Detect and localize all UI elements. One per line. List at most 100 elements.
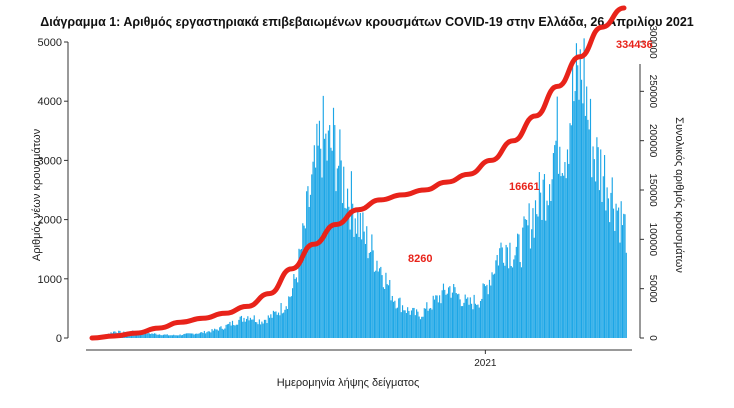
annotation-label: 8260 xyxy=(408,253,432,265)
daily-cases-bar xyxy=(571,125,572,338)
daily-cases-bar xyxy=(523,216,524,338)
daily-cases-bar xyxy=(410,315,411,338)
daily-cases-bar xyxy=(609,222,610,338)
daily-cases-bar xyxy=(475,304,476,338)
daily-cases-bar xyxy=(359,237,360,338)
daily-cases-bar xyxy=(567,149,568,338)
daily-cases-bar xyxy=(229,322,230,338)
daily-cases-bar xyxy=(607,187,608,338)
daily-cases-bar xyxy=(199,333,200,338)
daily-cases-bar xyxy=(150,334,151,338)
daily-cases-bar xyxy=(591,177,592,338)
daily-cases-bar xyxy=(367,258,368,338)
daily-cases-bar xyxy=(194,335,195,338)
daily-cases-bar xyxy=(254,315,255,338)
daily-cases-bar xyxy=(361,239,362,338)
daily-cases-bar xyxy=(305,228,306,338)
daily-cases-bar xyxy=(548,205,549,338)
daily-cases-bar xyxy=(266,323,267,338)
daily-cases-bar xyxy=(177,335,178,338)
daily-cases-bar xyxy=(226,325,227,338)
daily-cases-bar xyxy=(284,310,285,338)
daily-cases-bar xyxy=(231,326,232,338)
daily-cases-bar xyxy=(545,221,546,338)
daily-cases-bar xyxy=(224,329,225,338)
daily-cases-bar xyxy=(439,295,440,338)
daily-cases-bar xyxy=(343,167,344,338)
daily-cases-bar xyxy=(622,225,623,338)
daily-cases-bar xyxy=(192,334,193,338)
daily-cases-bar xyxy=(240,317,241,338)
daily-cases-bar xyxy=(617,211,618,338)
daily-cases-bar xyxy=(512,267,513,338)
daily-cases-bar xyxy=(412,308,413,338)
daily-cases-bar xyxy=(373,250,374,338)
right-tick-label: 250000 xyxy=(647,75,658,109)
daily-cases-bar xyxy=(577,65,578,338)
daily-cases-bar xyxy=(211,329,212,338)
daily-cases-bar xyxy=(424,308,425,338)
daily-cases-bar xyxy=(502,247,503,338)
daily-cases-bar xyxy=(614,231,615,338)
daily-cases-bar xyxy=(180,334,181,338)
daily-cases-bar xyxy=(566,178,567,338)
daily-cases-bar xyxy=(402,305,403,338)
daily-cases-bar xyxy=(249,320,250,338)
daily-cases-bar xyxy=(302,223,303,338)
daily-cases-bar xyxy=(394,301,395,338)
daily-cases-bar xyxy=(495,260,496,338)
daily-cases-bar xyxy=(466,299,467,338)
daily-cases-bar xyxy=(447,294,448,338)
daily-cases-bar xyxy=(460,299,461,338)
daily-cases-bar xyxy=(539,172,540,338)
daily-cases-bar xyxy=(471,304,472,338)
daily-cases-bar xyxy=(624,214,625,338)
daily-cases-bar xyxy=(243,318,244,338)
daily-cases-bar xyxy=(196,334,197,338)
daily-cases-bar xyxy=(327,161,328,338)
daily-cases-bar xyxy=(451,298,452,338)
daily-cases-bar xyxy=(237,325,238,338)
daily-cases-bar xyxy=(190,333,191,338)
daily-cases-bar xyxy=(518,234,519,338)
daily-cases-bar xyxy=(314,145,315,338)
daily-cases-bar xyxy=(387,284,388,338)
right-tick-label: 0 xyxy=(647,335,658,341)
daily-cases-bar xyxy=(346,209,347,338)
daily-cases-bar xyxy=(529,203,530,338)
daily-cases-bar xyxy=(246,319,247,338)
daily-cases-bar xyxy=(374,272,375,338)
daily-cases-bar xyxy=(365,244,366,338)
daily-cases-bar xyxy=(555,141,556,338)
daily-cases-bar xyxy=(362,212,363,338)
daily-cases-bar xyxy=(420,319,421,338)
daily-cases-bar xyxy=(490,286,491,338)
daily-cases-bar xyxy=(419,317,420,339)
daily-cases-bar xyxy=(146,334,147,338)
daily-cases-bar xyxy=(618,208,619,338)
daily-cases-bar xyxy=(443,284,444,338)
daily-cases-bar xyxy=(507,247,508,338)
bar-series xyxy=(91,38,627,338)
daily-cases-bar xyxy=(390,300,391,338)
daily-cases-bar xyxy=(520,262,521,338)
daily-cases-bar xyxy=(200,332,201,338)
daily-cases-bar xyxy=(584,38,585,338)
daily-cases-bar xyxy=(431,310,432,338)
daily-cases-bar xyxy=(399,298,400,338)
daily-cases-bar xyxy=(383,287,384,338)
daily-cases-bar xyxy=(581,80,582,338)
daily-cases-bar xyxy=(497,255,498,338)
daily-cases-bar xyxy=(569,123,570,338)
daily-cases-bar xyxy=(580,49,581,338)
daily-cases-bar xyxy=(307,186,308,338)
daily-cases-bar xyxy=(561,176,562,338)
daily-cases-bar xyxy=(169,335,170,338)
daily-cases-bar xyxy=(360,213,361,338)
daily-cases-bar xyxy=(178,335,179,338)
daily-cases-bar xyxy=(208,331,209,338)
daily-cases-bar xyxy=(364,232,365,338)
daily-cases-bar xyxy=(411,310,412,338)
daily-cases-bar xyxy=(269,318,270,338)
